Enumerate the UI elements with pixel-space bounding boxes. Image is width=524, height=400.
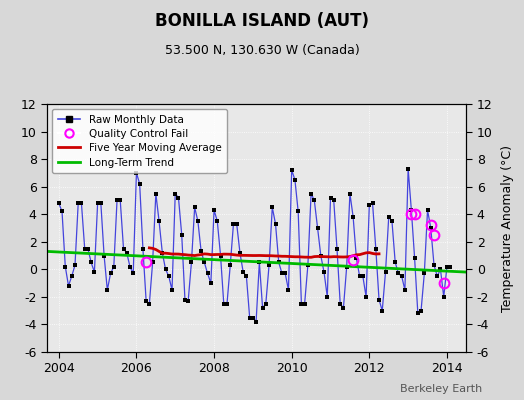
Legend: Raw Monthly Data, Quality Control Fail, Five Year Moving Average, Long-Term Tren: Raw Monthly Data, Quality Control Fail, …: [52, 109, 227, 173]
Text: Berkeley Earth: Berkeley Earth: [400, 384, 482, 394]
Y-axis label: Temperature Anomaly (°C): Temperature Anomaly (°C): [501, 144, 514, 312]
Text: BONILLA ISLAND (AUT): BONILLA ISLAND (AUT): [155, 12, 369, 30]
Text: 53.500 N, 130.630 W (Canada): 53.500 N, 130.630 W (Canada): [165, 44, 359, 57]
